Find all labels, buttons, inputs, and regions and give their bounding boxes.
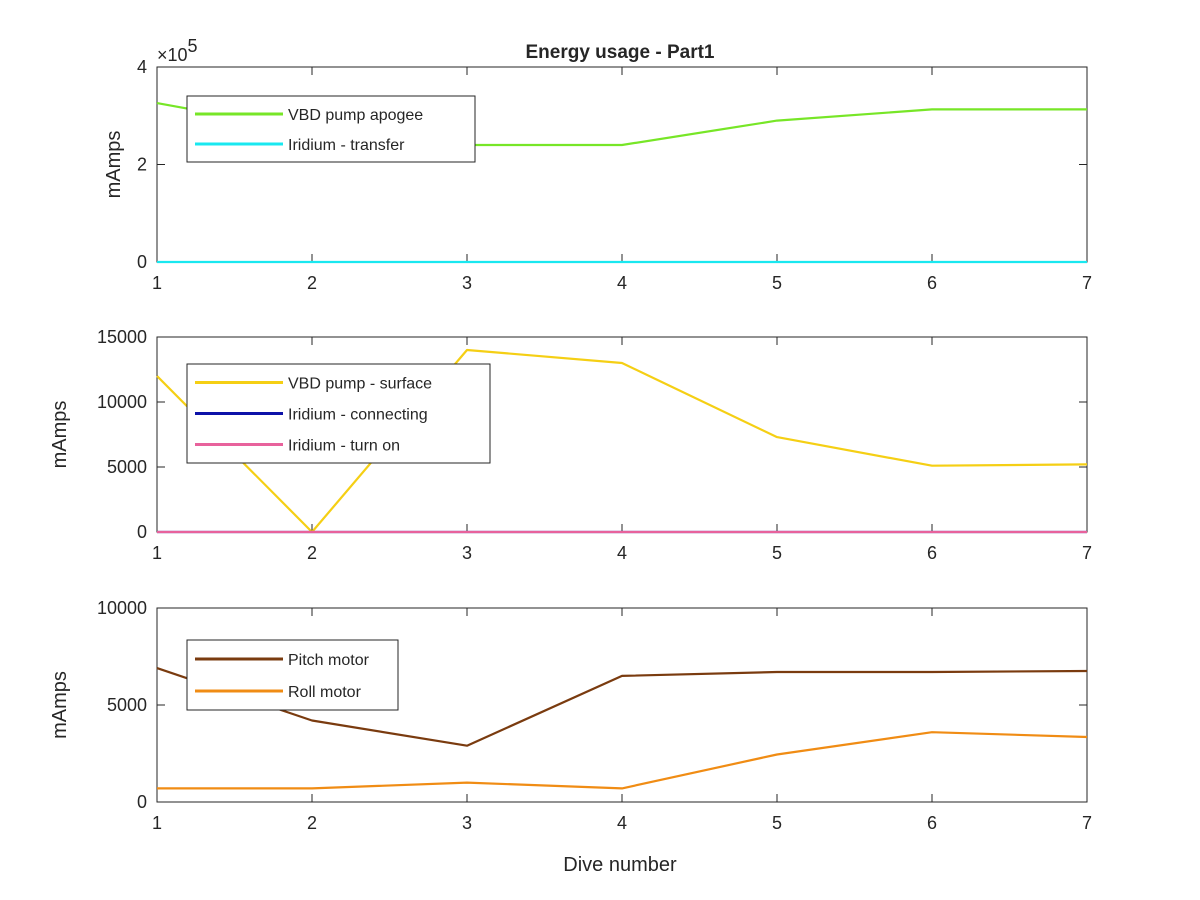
x-tick-label: 3 bbox=[462, 813, 472, 833]
x-tick-label: 4 bbox=[617, 813, 627, 833]
y-exponent-base: ×10 bbox=[157, 45, 188, 65]
x-tick-label: 5 bbox=[772, 543, 782, 563]
x-tick-label: 7 bbox=[1082, 813, 1092, 833]
x-tick-label: 3 bbox=[462, 273, 472, 293]
x-tick-label: 1 bbox=[152, 813, 162, 833]
legend-entry-label: Iridium - turn on bbox=[288, 438, 400, 455]
y-tick-label: 15000 bbox=[97, 327, 147, 347]
y-tick-label: 0 bbox=[137, 522, 147, 542]
legend-3: Pitch motor Roll motor bbox=[186, 639, 399, 711]
x-tick-label: 3 bbox=[462, 543, 472, 563]
legend-entry-label: Pitch motor bbox=[288, 652, 370, 669]
x-tick-label: 4 bbox=[617, 273, 627, 293]
y-tick-label: 0 bbox=[137, 792, 147, 812]
subplot-3: 1 2 3 4 5 6 7 0 5000 10000 mAmps Pitch motor Roll mo… bbox=[49, 598, 1092, 833]
legend-box bbox=[186, 363, 491, 464]
figure-title: Energy usage - Part1 bbox=[525, 42, 714, 63]
y-axis-label: mAmps bbox=[49, 671, 71, 739]
y-tick-label: 2 bbox=[137, 155, 147, 175]
y-tick-label: 5000 bbox=[107, 457, 147, 477]
x-axis-label: Dive number bbox=[563, 854, 677, 876]
x-tick-label: 1 bbox=[152, 543, 162, 563]
x-tick-label: 5 bbox=[772, 273, 782, 293]
x-tick-label: 1 bbox=[152, 273, 162, 293]
subplot-2: 1 2 3 4 5 6 7 0 5000 10000 15000 mAmps VBD pump - su… bbox=[49, 327, 1092, 563]
y-tick-label: 10000 bbox=[97, 598, 147, 618]
x-tick-label: 6 bbox=[927, 273, 937, 293]
x-tick-label: 4 bbox=[617, 543, 627, 563]
legend-2: VBD pump - surface Iridium - connecting Ir… bbox=[186, 363, 491, 464]
x-tick-label: 2 bbox=[307, 813, 317, 833]
legend-box bbox=[186, 95, 476, 163]
legend-entry-label: VBD pump apogee bbox=[288, 107, 423, 124]
x-tick-label: 2 bbox=[307, 543, 317, 563]
y-exponent-label: ×105 bbox=[157, 36, 198, 65]
y-tick-label: 10000 bbox=[97, 392, 147, 412]
x-tick-label: 6 bbox=[927, 543, 937, 563]
x-tick-label: 2 bbox=[307, 273, 317, 293]
legend-entry-label: VBD pump - surface bbox=[288, 376, 432, 393]
legend-entry-label: Iridium - connecting bbox=[288, 407, 428, 424]
legend-entry-label: Iridium - transfer bbox=[288, 137, 405, 154]
y-axis-label: mAmps bbox=[103, 131, 125, 199]
y-exponent-power: 5 bbox=[188, 36, 198, 56]
legend-box bbox=[186, 639, 399, 711]
y-tick-label: 0 bbox=[137, 252, 147, 272]
series-line-3-2 bbox=[157, 731, 1088, 790]
legend-1: VBD pump apogee Iridium - transfer bbox=[186, 95, 476, 163]
y-tick-label: 5000 bbox=[107, 695, 147, 715]
x-tick-label: 5 bbox=[772, 813, 782, 833]
x-tick-label: 6 bbox=[927, 813, 937, 833]
y-tick-label: 4 bbox=[137, 57, 147, 77]
x-tick-label: 7 bbox=[1082, 273, 1092, 293]
y-axis-label: mAmps bbox=[49, 401, 71, 469]
x-tick-label: 7 bbox=[1082, 543, 1092, 563]
legend-entry-label: Roll motor bbox=[288, 684, 362, 701]
series-line-3-1 bbox=[156, 667, 1088, 747]
